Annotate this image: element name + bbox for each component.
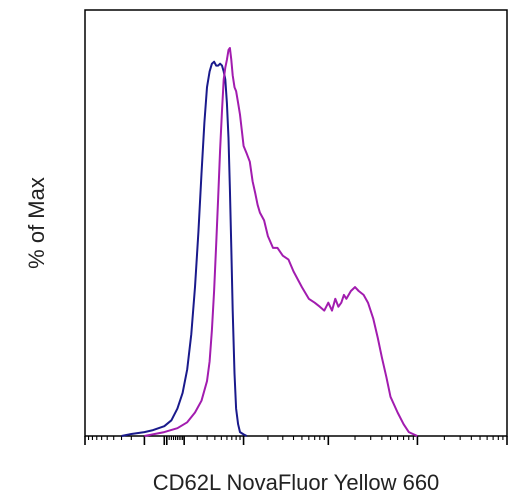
series-line-purple (144, 47, 418, 437)
x-axis-title: CD62L NovaFluor Yellow 660 (153, 470, 440, 495)
series-line-blue (121, 60, 248, 437)
series-group (121, 47, 418, 437)
y-axis-title: % of Max (24, 177, 49, 269)
x-axis-ticks (84, 436, 508, 445)
plot-frame (84, 9, 508, 437)
